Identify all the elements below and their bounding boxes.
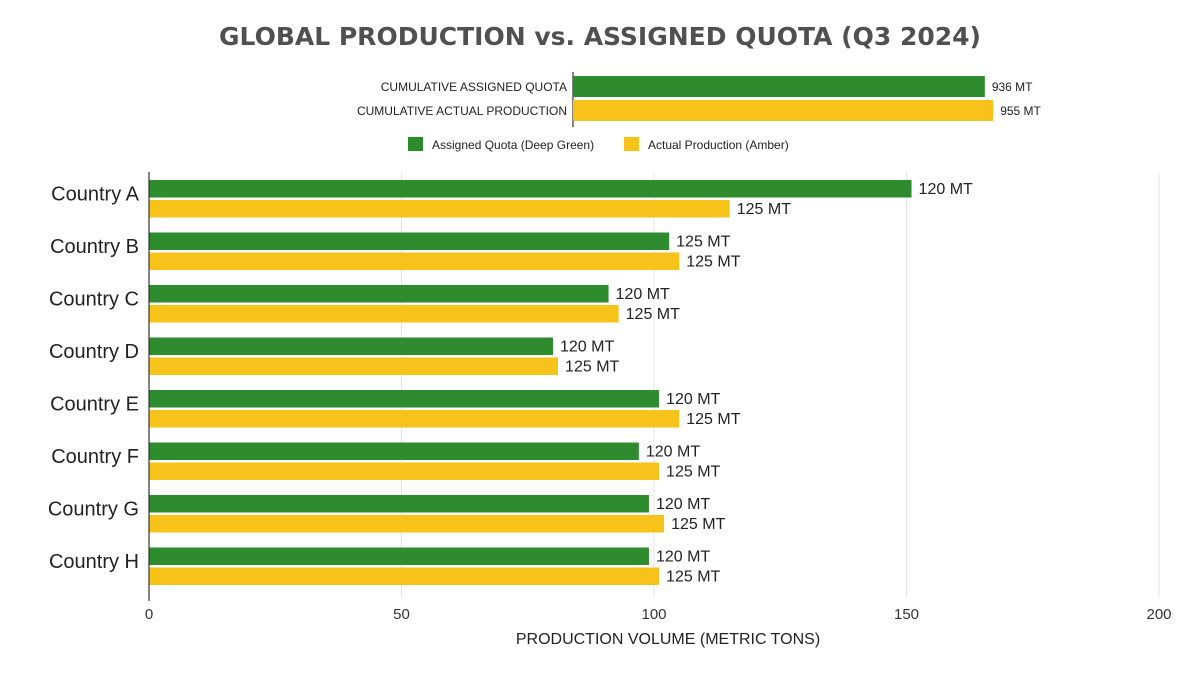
production-value-label-country-a: 125 MT bbox=[737, 201, 791, 218]
quota-bar-country-g bbox=[149, 495, 649, 513]
production-bar-country-a bbox=[149, 200, 730, 218]
category-label: Country E bbox=[50, 394, 139, 416]
production-value-label-country-e: 125 MT bbox=[686, 411, 740, 428]
x-tick-label-100: 100 bbox=[641, 606, 666, 623]
category-row-country-d: Country D 120 MT 125 MT bbox=[49, 337, 620, 376]
production-value-label-country-f: 125 MT bbox=[666, 464, 720, 481]
category-row-country-f: Country F 120 MT 125 MT bbox=[51, 442, 721, 481]
legend-swatch-quota bbox=[408, 137, 423, 151]
quota-value-label-country-b: 125 MT bbox=[676, 234, 730, 251]
production-value-label-country-b: 125 MT bbox=[686, 254, 740, 271]
bar-area: Country A 120 MT 125 MT Country B 125 MT 125 … bbox=[48, 180, 973, 586]
x-axis-title: PRODUCTION VOLUME (METRIC TONS) bbox=[516, 631, 820, 648]
quota-value-label-country-e: 120 MT bbox=[666, 391, 720, 408]
summary-panel: CUMULATIVE ASSIGNED QUOTA 936 MT CUMULATIV… bbox=[357, 72, 1042, 127]
production-bar-country-f bbox=[149, 462, 660, 480]
quota-value-label-country-c: 120 MT bbox=[616, 286, 670, 303]
quota-bar-country-f bbox=[149, 442, 639, 460]
chart-title: GLOBAL PRODUCTION vs. ASSIGNED QUOTA (Q3… bbox=[219, 22, 981, 51]
x-tick-label-50: 50 bbox=[393, 606, 410, 623]
summary-label-quota: CUMULATIVE ASSIGNED QUOTA bbox=[381, 80, 567, 94]
category-label: Country H bbox=[49, 551, 139, 573]
x-tick-label-150: 150 bbox=[894, 606, 919, 623]
x-tick-label-0: 0 bbox=[145, 606, 153, 623]
category-row-country-g: Country G 120 MT 125 MT bbox=[48, 495, 726, 533]
summary-value-production: 955 MT bbox=[1000, 104, 1041, 118]
category-label: Country F bbox=[51, 446, 139, 468]
category-row-country-b: Country B 125 MT 125 MT bbox=[50, 232, 741, 271]
category-label: Country B bbox=[50, 236, 139, 258]
production-bar-country-d bbox=[149, 357, 559, 375]
category-label: Country G bbox=[48, 499, 139, 521]
summary-bar-production bbox=[573, 100, 994, 121]
category-row-country-e: Country E 120 MT 125 MT bbox=[50, 390, 741, 428]
quota-bar-country-a bbox=[149, 180, 912, 198]
legend-label-production: Actual Production (Amber) bbox=[648, 138, 789, 152]
quota-bar-country-e bbox=[149, 390, 660, 408]
production-bar-country-e bbox=[149, 410, 680, 428]
quota-value-label-country-a: 120 MT bbox=[919, 181, 973, 198]
quota-bar-country-d bbox=[149, 337, 553, 355]
quota-bar-country-h bbox=[149, 547, 649, 565]
x-tick-label-200: 200 bbox=[1146, 606, 1171, 623]
quota-bar-country-c bbox=[149, 285, 609, 303]
production-bar-country-c bbox=[149, 305, 619, 323]
production-value-label-country-g: 125 MT bbox=[671, 516, 725, 533]
legend-swatch-production bbox=[624, 137, 639, 151]
production-bar-country-g bbox=[149, 515, 665, 533]
quota-value-label-country-h: 120 MT bbox=[656, 549, 710, 566]
category-row-country-h: Country H 120 MT 125 MT bbox=[49, 547, 721, 586]
quota-bar-country-b bbox=[149, 232, 670, 250]
production-value-label-country-c: 125 MT bbox=[626, 306, 680, 323]
category-label: Country C bbox=[49, 289, 139, 311]
quota-value-label-country-g: 120 MT bbox=[656, 496, 710, 513]
quota-value-label-country-d: 120 MT bbox=[560, 339, 614, 356]
production-bar-country-b bbox=[149, 252, 680, 270]
category-row-country-c: Country C 120 MT 125 MT bbox=[49, 285, 680, 323]
category-row-country-a: Country A 120 MT 125 MT bbox=[51, 180, 973, 218]
production-bar-country-h bbox=[149, 567, 660, 585]
category-label: Country D bbox=[49, 341, 139, 363]
legend: Assigned Quota (Deep Green) Actual Produc… bbox=[408, 137, 789, 152]
summary-bar-quota bbox=[573, 76, 985, 97]
summary-label-production: CUMULATIVE ACTUAL PRODUCTION bbox=[357, 104, 567, 118]
summary-value-quota: 936 MT bbox=[992, 80, 1033, 94]
quota-value-label-country-f: 120 MT bbox=[646, 444, 700, 461]
category-label: Country A bbox=[51, 184, 139, 206]
legend-label-quota: Assigned Quota (Deep Green) bbox=[432, 138, 594, 152]
x-axis: 0 50 100 150 200 bbox=[145, 172, 1172, 623]
production-value-label-country-h: 125 MT bbox=[666, 569, 720, 586]
production-value-label-country-d: 125 MT bbox=[565, 359, 619, 376]
